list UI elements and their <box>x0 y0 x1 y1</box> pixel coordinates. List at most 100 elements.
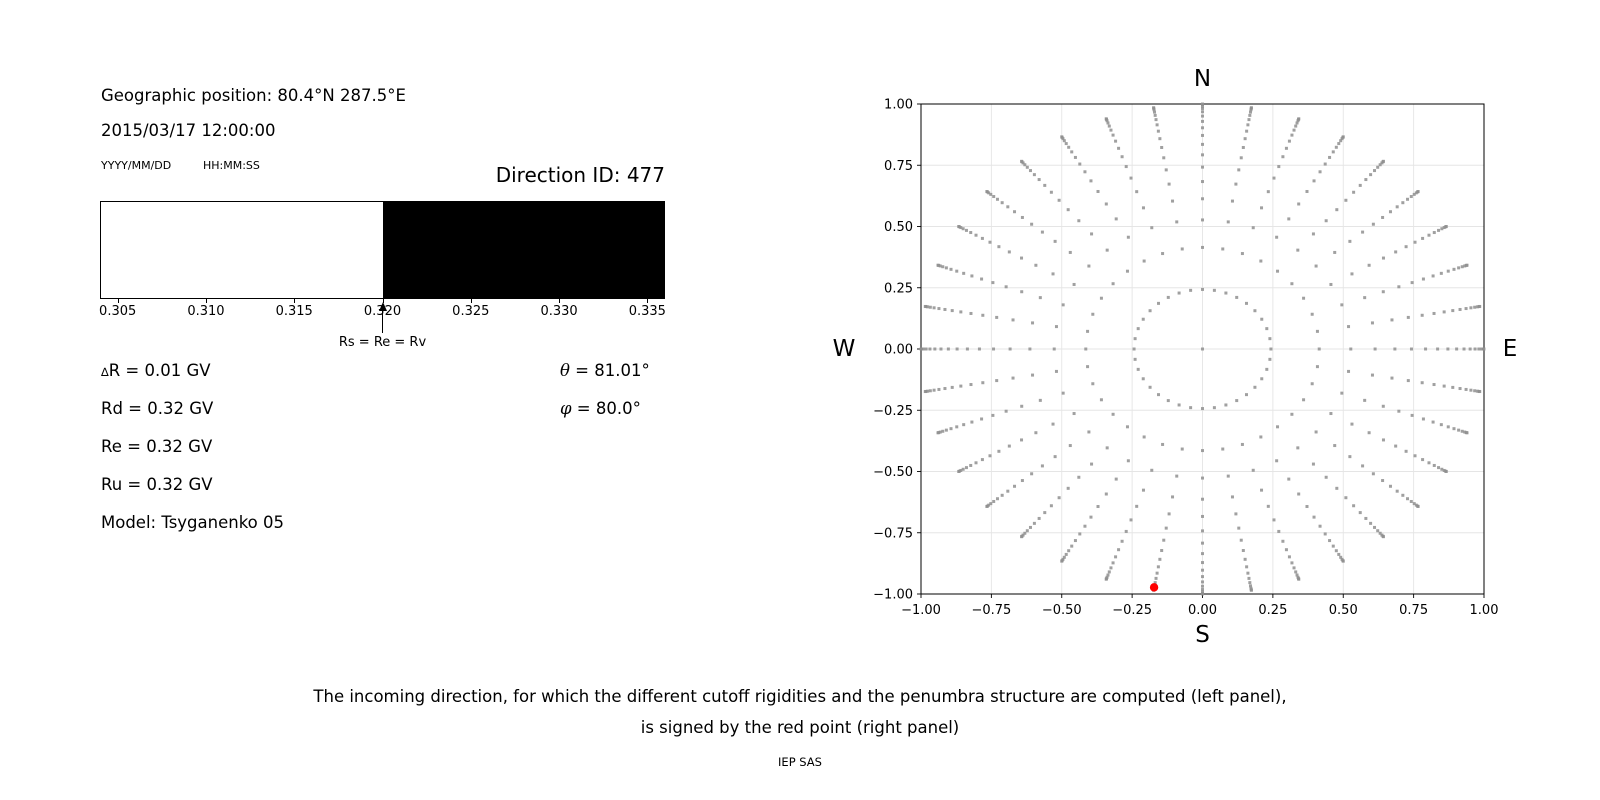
direction-dot <box>932 388 936 392</box>
phi-symbol: φ <box>560 399 572 418</box>
direction-dot <box>1277 529 1281 533</box>
direction-dot <box>1478 390 1482 394</box>
direction-dot <box>1166 399 1170 403</box>
direction-dot <box>1268 357 1272 361</box>
direction-dot <box>1394 444 1398 448</box>
direction-dot <box>1410 413 1414 417</box>
direction-dot <box>957 225 961 229</box>
direction-dot <box>1067 549 1071 553</box>
direction-dot <box>1421 458 1425 462</box>
direction-dot <box>1370 373 1374 377</box>
x-tick-label: −0.75 <box>971 603 1011 618</box>
direction-dot <box>1451 385 1455 389</box>
ru-value: Ru = 0.32 GV <box>101 475 213 494</box>
direction-dot <box>1201 575 1204 579</box>
direction-dot <box>1302 398 1306 402</box>
x-tick-mark <box>205 299 207 303</box>
direction-dot <box>1482 347 1486 351</box>
direction-dot <box>1180 447 1184 451</box>
direction-dot <box>1251 226 1255 230</box>
theta-symbol: θ <box>560 361 570 380</box>
direction-dot <box>1201 153 1204 157</box>
direction-dot <box>1054 325 1058 329</box>
direction-dot <box>1460 265 1464 269</box>
direction-dot <box>1367 263 1371 267</box>
direction-dot <box>1350 272 1354 276</box>
direction-dot <box>1013 210 1017 214</box>
direction-dot <box>1240 442 1244 446</box>
date-format-label: YYYY/MM/DD <box>101 159 172 172</box>
direction-dot <box>1054 369 1058 373</box>
direction-dot <box>995 379 999 383</box>
direction-dot <box>1072 412 1076 416</box>
direction-dot <box>1062 555 1066 559</box>
direction-dot <box>964 466 968 470</box>
direction-dot <box>1364 516 1368 520</box>
direction-dot <box>1395 205 1399 209</box>
arrow-line <box>382 310 384 333</box>
direction-dot <box>1247 118 1251 122</box>
direction-dot <box>1201 114 1204 118</box>
direction-dot <box>1239 538 1243 542</box>
direction-dot <box>1053 239 1057 243</box>
direction-dot <box>1333 250 1337 254</box>
direction-dot <box>969 383 973 387</box>
direction-dot <box>964 228 968 232</box>
direction-dot <box>977 347 981 351</box>
direction-dot <box>1378 531 1382 535</box>
direction-dot <box>1340 303 1344 307</box>
direction-dot <box>1371 472 1375 476</box>
direction-dot <box>1455 347 1459 351</box>
direction-dot <box>1334 145 1338 149</box>
direction-dot <box>1409 347 1413 351</box>
direction-dot <box>1373 525 1377 529</box>
direction-dot <box>965 347 969 351</box>
direction-dot <box>970 420 974 424</box>
direction-dot <box>1361 230 1365 234</box>
direction-dot <box>1089 179 1093 183</box>
direction-dot <box>1324 475 1328 479</box>
direction-dot <box>1153 113 1157 117</box>
arrow-annotation-label: Rs = Re = Rv <box>338 335 427 350</box>
direction-dot <box>1106 573 1110 577</box>
direction-dot <box>1239 156 1243 160</box>
direction-dot <box>1287 139 1291 143</box>
arrow-up-icon <box>378 302 387 311</box>
direction-dot <box>1180 247 1184 251</box>
direction-dot <box>1201 541 1204 545</box>
direction-dot <box>1013 484 1017 488</box>
x-tick-label: 0.330 <box>540 304 578 319</box>
direction-dot <box>944 266 948 270</box>
direction-dot <box>995 497 999 501</box>
direction-dot <box>1452 267 1456 271</box>
direction-dot <box>1363 398 1367 402</box>
direction-dot <box>1416 504 1420 508</box>
direction-dot <box>1463 430 1467 434</box>
direction-dot <box>1371 222 1375 226</box>
direction-dot <box>1201 245 1204 249</box>
direction-dot <box>1189 288 1193 292</box>
direction-dot <box>955 347 959 351</box>
x-tick-mark <box>647 299 649 303</box>
credit-label: IEP SAS <box>778 755 822 769</box>
direction-dot <box>1297 492 1301 496</box>
direction-dot <box>1020 535 1024 539</box>
direction-dot <box>1460 429 1464 433</box>
direction-dot <box>980 277 984 281</box>
direction-dot <box>1096 505 1100 509</box>
direction-dot <box>1157 301 1161 305</box>
direction-dot <box>1078 532 1082 536</box>
direction-dot <box>1077 475 1081 479</box>
direction-dot <box>988 240 992 244</box>
direction-dot <box>1133 357 1137 361</box>
direction-dot <box>962 271 966 275</box>
direction-dot <box>1248 110 1252 114</box>
direction-dot <box>1323 162 1327 166</box>
direction-dot <box>1452 427 1456 431</box>
y-tick-label: −1.00 <box>873 588 913 603</box>
direction-dot <box>1234 512 1238 516</box>
direction-dot <box>1234 182 1238 186</box>
y-tick-label: −0.50 <box>873 465 913 480</box>
direction-dot <box>1276 425 1280 429</box>
direction-dot <box>1201 514 1204 518</box>
